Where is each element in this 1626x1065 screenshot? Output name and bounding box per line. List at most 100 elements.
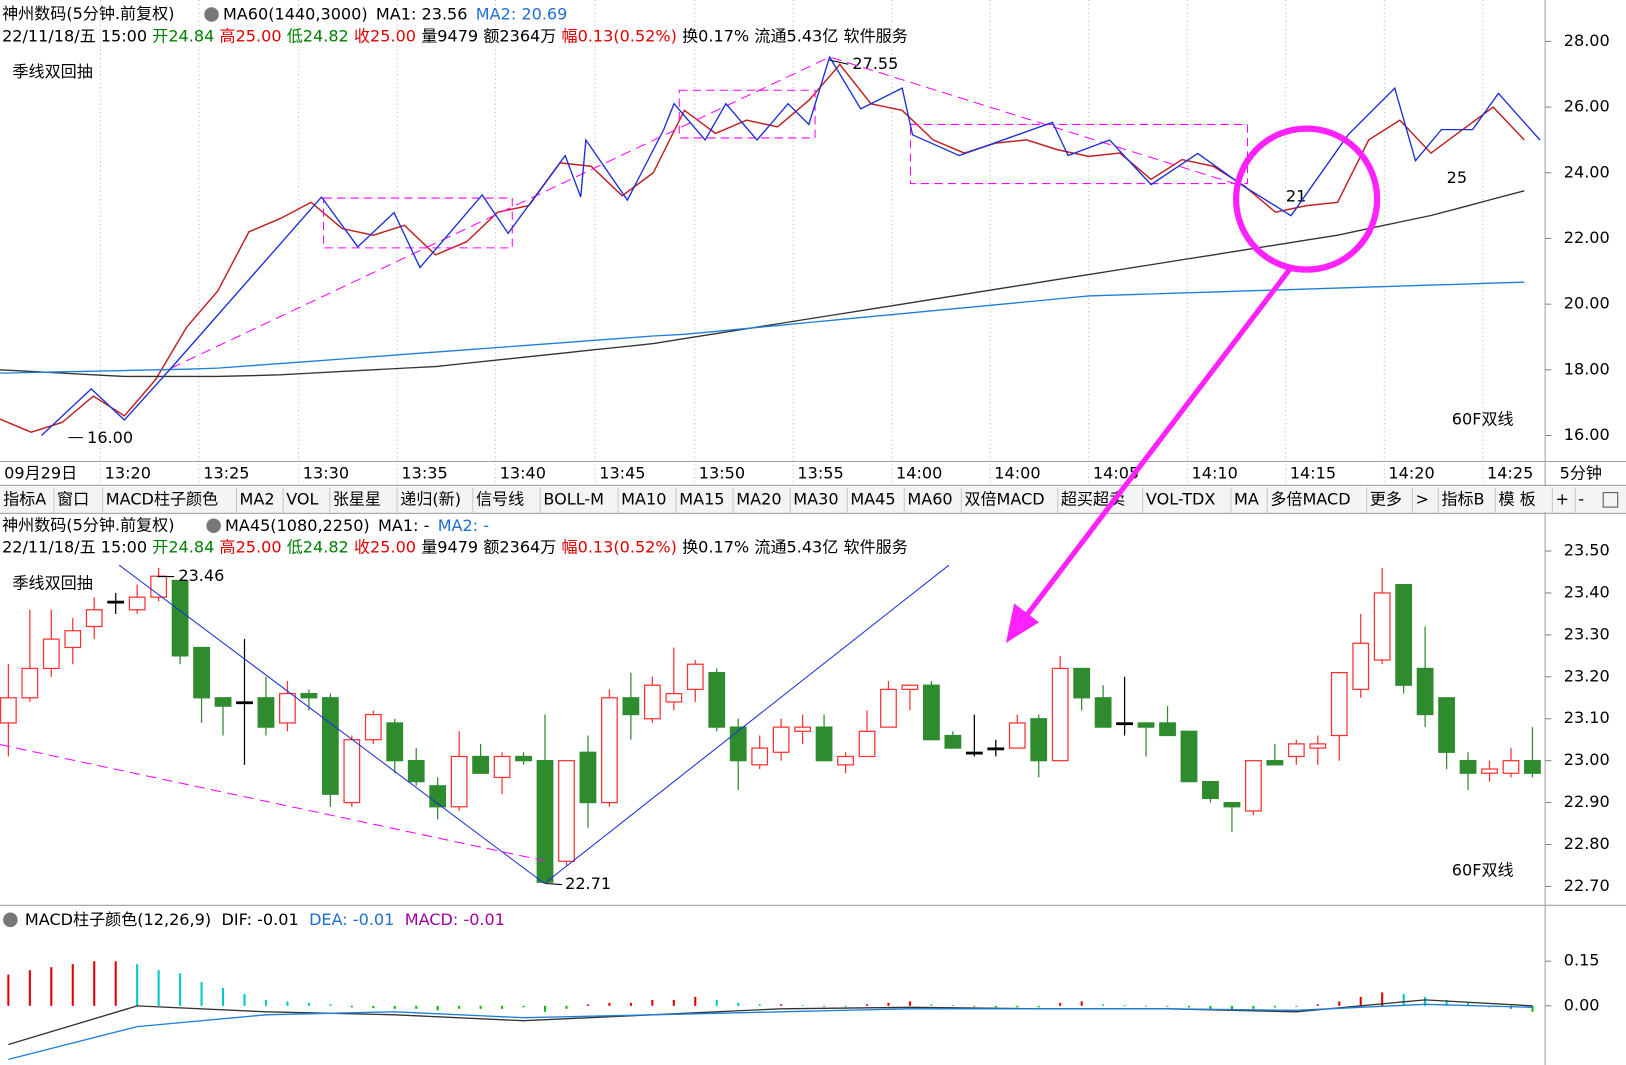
indicator-name: MACD柱子颜色(12,26,9): [25, 909, 211, 928]
annotation: 季线双回抽: [12, 62, 92, 81]
x-tick-label: 14:20: [1388, 463, 1434, 482]
x-tick-label: 13:35: [401, 463, 447, 482]
toolbar-button[interactable]: MA10: [621, 489, 666, 508]
candle-body: [1180, 730, 1198, 783]
candle-body: [493, 755, 511, 779]
drawings: [0, 55, 1541, 886]
quote-item: 开24.84: [152, 26, 214, 45]
y-tick-label: 22.90: [1564, 792, 1610, 811]
toolbar-button[interactable]: MA30: [793, 489, 838, 508]
toolbar-button[interactable]: MACD柱子颜色: [106, 489, 218, 508]
indicator-icon[interactable]: [204, 7, 219, 22]
toolbar-button[interactable]: MA20: [736, 489, 781, 508]
candle-body: [965, 751, 983, 755]
candle-body: [558, 760, 575, 862]
toolbar-button[interactable]: 双倍MACD: [964, 489, 1044, 508]
toolbar-button[interactable]: VOL: [286, 489, 318, 508]
x-tick-label: 14:15: [1290, 463, 1336, 482]
quote-item: 收25.00: [354, 26, 416, 45]
indicator-name: MA60(1440,3000): [223, 4, 368, 23]
candle-body: [364, 713, 382, 741]
candle-body: [472, 755, 490, 774]
annotation: 25: [1447, 168, 1467, 187]
toolbar-button[interactable]: MA: [1234, 489, 1259, 508]
toolbar-button[interactable]: 递归(新): [400, 489, 461, 508]
candle-body: [1395, 583, 1413, 686]
toolbar-button[interactable]: 窗口: [57, 489, 89, 508]
toolbar-button[interactable]: MA2: [240, 489, 275, 508]
candle-body: [257, 697, 275, 728]
toolbar-button[interactable]: 指标B: [1441, 489, 1484, 508]
indicator-line: [8, 999, 1533, 1046]
y-tick-label: 16.00: [1564, 425, 1610, 444]
candle-body: [450, 755, 468, 808]
annotation: 16.00: [87, 428, 133, 447]
candle-body: [1309, 743, 1327, 749]
candle-body: [1266, 760, 1284, 766]
toolbar-button[interactable]: BOLL-M: [543, 489, 604, 508]
annotation: 21: [1286, 187, 1306, 206]
x-tick-label: 13:30: [303, 463, 349, 482]
candle-body: [343, 739, 361, 804]
candle-body: [772, 726, 790, 753]
toolbar-button[interactable]: MA45: [850, 489, 895, 508]
toolbar-button[interactable]: MA60: [907, 489, 952, 508]
candle-body: [643, 684, 661, 720]
leader: [829, 59, 849, 65]
indicator-icon[interactable]: [3, 912, 18, 928]
candle-body: [42, 638, 60, 670]
quote-item: 流通5.43亿: [754, 26, 838, 45]
toolbar-button[interactable]: -: [1578, 489, 1584, 508]
window-icon[interactable]: [1602, 492, 1619, 508]
y-tick-label: 20.00: [1564, 294, 1610, 313]
indicator-header: MA60(1440,3000) MA1: 23.56 MA2: 20.69: [223, 4, 567, 23]
quote-item: 量9479: [421, 537, 478, 556]
toolbar-button[interactable]: VOL-TDX: [1146, 489, 1216, 508]
candle-body: [64, 630, 82, 649]
toolbar-button[interactable]: 多倍MACD: [1270, 489, 1350, 508]
toolbar-button[interactable]: 张星星: [333, 489, 381, 508]
range-box: [909, 123, 1249, 185]
y-tick-label: 23.40: [1564, 582, 1610, 601]
quote-item: 收25.00: [354, 537, 416, 556]
candle-body: [386, 722, 404, 762]
y-tick-label: 22.00: [1564, 228, 1610, 247]
toolbar-button[interactable]: MA15: [679, 489, 724, 508]
candle-body: [858, 730, 876, 758]
candle-body: [622, 697, 640, 716]
candle-body: [214, 697, 232, 707]
y-tick-label: 0.15: [1564, 951, 1600, 970]
toolbar-button[interactable]: 模 板: [1498, 489, 1535, 508]
indicator-name: MA45(1080,2250): [225, 515, 370, 534]
toolbar-button[interactable]: +: [1555, 489, 1568, 508]
candle-body: [321, 697, 339, 795]
annotation: 60F双线: [1452, 409, 1514, 428]
y-tick-label: 24.00: [1564, 162, 1610, 181]
quote-item: 低24.82: [287, 537, 349, 556]
candle-body: [1481, 768, 1498, 774]
indicator-icon[interactable]: [206, 518, 221, 534]
y-tick-label: 0.00: [1564, 995, 1600, 1014]
candle-body: [1438, 697, 1455, 753]
toolbar-button[interactable]: 指标A: [3, 489, 46, 508]
toolbar-button[interactable]: 信号线: [476, 489, 524, 508]
candle-body: [300, 692, 318, 699]
quote-item: 换0.17%: [682, 537, 749, 556]
trend-line: [118, 564, 545, 884]
price-line: [0, 63, 1525, 433]
quote-item: 软件服务: [844, 537, 908, 556]
toolbar-button[interactable]: >: [1415, 489, 1428, 508]
candle-body: [1459, 760, 1477, 774]
arrow-shaft: [1019, 265, 1294, 624]
y-tick-label: 28.00: [1564, 31, 1610, 50]
toolbar-button[interactable]: 更多: [1370, 489, 1402, 508]
quote-item: 换0.17%: [682, 26, 749, 45]
candle-body: [128, 596, 146, 611]
y-tick-label: 23.20: [1564, 666, 1610, 685]
candle-body: [880, 688, 897, 728]
quote-item: 额2364万: [483, 537, 556, 556]
candle-body: [901, 684, 919, 691]
candle-body: [1051, 667, 1069, 762]
